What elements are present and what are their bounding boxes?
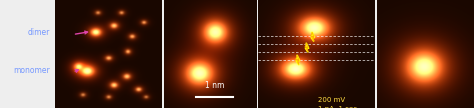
Text: 200 mV
1 nA, 1 sec: 200 mV 1 nA, 1 sec — [318, 97, 357, 108]
Text: monomer: monomer — [13, 66, 50, 75]
Polygon shape — [310, 33, 314, 41]
Text: dimer: dimer — [27, 28, 50, 37]
Polygon shape — [295, 55, 299, 64]
Text: 1 nm: 1 nm — [205, 81, 224, 90]
Polygon shape — [305, 43, 308, 52]
